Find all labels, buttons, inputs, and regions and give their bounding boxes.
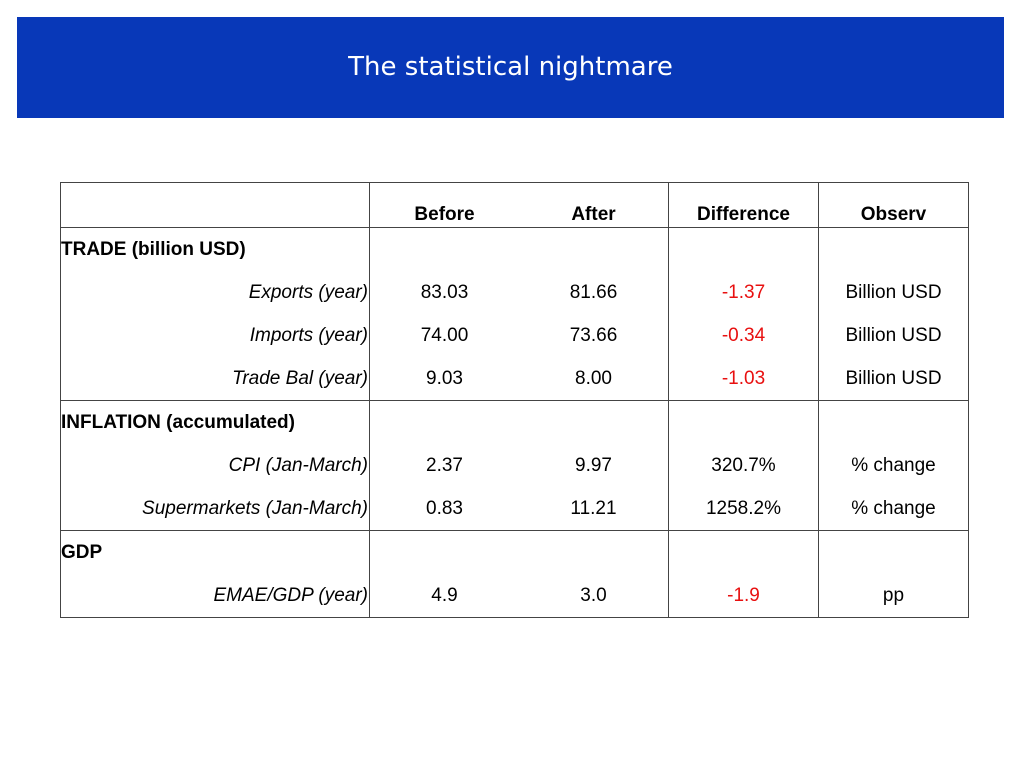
table-row: Trade Bal (year) 9.03 8.00 -1.03 Billion… [60,357,969,401]
slide-title: The statistical nightmare [348,51,673,82]
table-row: Exports (year) 83.03 81.66 -1.37 Billion… [60,271,969,314]
header-difference: Difference [668,182,819,228]
section-title: GDP [60,530,370,574]
table-row: Imports (year) 74.00 73.66 -0.34 Billion… [60,314,969,357]
observ-value: Billion USD [818,357,969,401]
row-label: Supermarkets (Jan-March) [60,487,370,531]
before-value: 83.03 [369,271,519,314]
after-value: 81.66 [569,281,618,303]
header-blank [60,182,370,228]
row-label: Trade Bal (year) [60,357,370,401]
difference-value: -1.37 [668,271,819,314]
row-label: EMAE/GDP (year) [60,574,370,618]
observ-value: % change [818,444,969,487]
table-row: EMAE/GDP (year) 4.9 3.0 -1.9 pp [60,574,969,618]
after-value: 73.66 [569,324,618,346]
before-value: 2.37 [369,444,519,487]
row-label: CPI (Jan-March) [60,444,370,487]
difference-value: 1258.2% [668,487,819,531]
row-label: Exports (year) [60,271,370,314]
after-value: 11.21 [570,497,617,519]
title-bar: The statistical nightmare [17,17,1004,118]
before-value: 4.9 [369,574,519,618]
before-value: 74.00 [369,314,519,357]
observ-value: % change [818,487,969,531]
header-observ: Observ [818,182,969,228]
after-value: 8.00 [575,367,612,389]
table-row: Supermarkets (Jan-March) 0.83 11.21 1258… [60,487,969,531]
header-before: Before [369,182,519,228]
section-title: TRADE (billion USD) [60,227,370,271]
difference-value: -1.9 [668,574,819,618]
header-after: After [519,182,669,228]
before-value: 9.03 [369,357,519,401]
after-value: 3.0 [519,574,669,618]
before-value: 0.83 [369,487,519,531]
section-row-trade: TRADE (billion USD) [60,227,969,271]
statistics-table: Before After Difference Observ TRADE (bi… [60,182,969,618]
row-label: Imports (year) [60,314,370,357]
after-value: 9.97 [575,454,612,476]
section-row-inflation: INFLATION (accumulated) [60,400,969,444]
difference-value: -1.03 [668,357,819,401]
observ-value: pp [818,574,969,618]
table-row: CPI (Jan-March) 2.37 9.97 320.7% % chang… [60,444,969,487]
section-title: INFLATION (accumulated) [60,400,370,444]
header-row: Before After Difference Observ [60,182,969,228]
difference-value: 320.7% [668,444,819,487]
difference-value: -0.34 [668,314,819,357]
observ-value: Billion USD [818,314,969,357]
section-row-gdp: GDP [60,530,969,574]
observ-value: Billion USD [818,271,969,314]
